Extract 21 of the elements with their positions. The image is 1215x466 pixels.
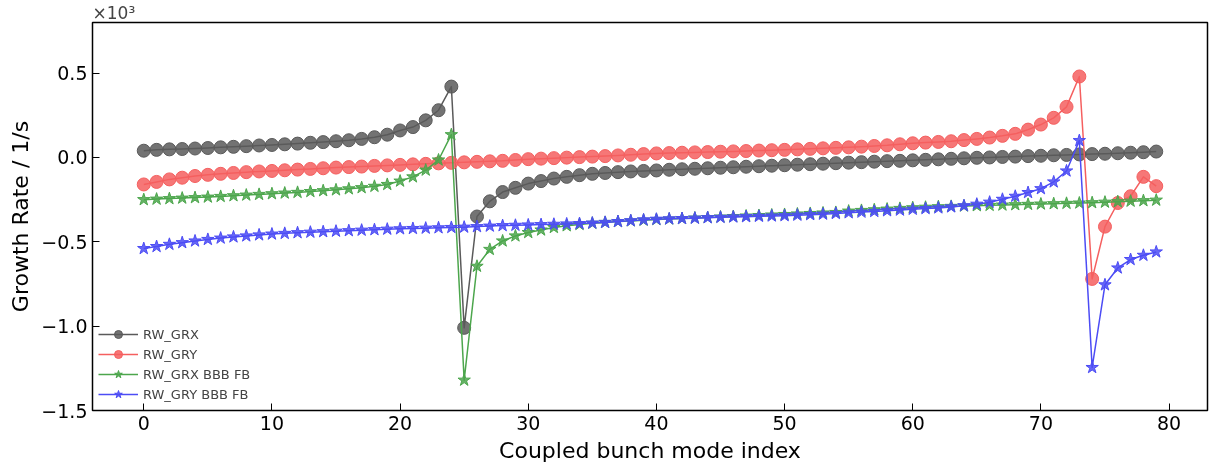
legend-label: RW_GRY	[143, 346, 198, 362]
legend-label: RW_GRX	[143, 326, 199, 342]
legend-label: RW_GRX BBB FB	[143, 366, 251, 382]
y-tick-label: −1.5	[41, 399, 88, 422]
y-tick-label: −1.0	[41, 315, 88, 338]
y-tick-label: 0.0	[57, 146, 88, 169]
x-tick-label: 80	[1156, 411, 1182, 434]
text: ×10³	[92, 2, 136, 23]
x-tick-label: 10	[259, 411, 285, 434]
x-axis-title: Coupled bunch mode index	[499, 437, 801, 463]
y-axis-title: Growth Rate / 1/s	[8, 120, 34, 313]
x-tick-label: 50	[772, 411, 797, 434]
x-tick-label: 70	[1028, 411, 1053, 434]
y-tick-label: 0.5	[57, 62, 88, 85]
x-tick-label: 40	[644, 411, 669, 434]
y-tick-label: −0.5	[41, 230, 88, 253]
x-tick-label: 0	[137, 411, 150, 434]
legend-label: RW_GRY BBB FB	[143, 386, 249, 402]
x-tick-label: 30	[516, 411, 541, 434]
x-tick-label: 20	[388, 411, 413, 434]
x-tick-label: 60	[900, 411, 925, 434]
